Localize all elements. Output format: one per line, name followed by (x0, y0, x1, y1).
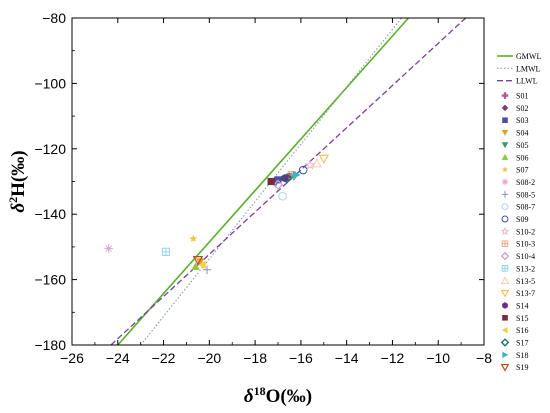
legend-marker-s01 (501, 92, 509, 99)
legend-label: S10-2 (516, 227, 535, 236)
legend-label: S03 (516, 116, 528, 125)
legend-marker-s05 (501, 142, 509, 149)
legend-label: S06 (516, 153, 528, 162)
point-s06-0 (191, 262, 200, 270)
legend-label: LLWL (516, 77, 538, 86)
legend-marker-s13-7 (500, 289, 510, 298)
legend-label: S13-2 (516, 264, 535, 273)
legend: GMWL LMWL LLWL S01 S02 S03 S04 S05 S06 S07 S08-2 S0… (497, 52, 541, 372)
point-s08-2-0 (104, 244, 113, 253)
legend-label: S13-7 (516, 289, 535, 298)
point-s13-5-0 (311, 158, 322, 168)
point-s07-0 (189, 234, 198, 243)
legend-label: S14 (516, 301, 528, 310)
legend-marker-s13-2 (501, 265, 509, 272)
x-tick-label: −12 (381, 350, 405, 366)
x-tick-label: −20 (197, 350, 221, 366)
legend-label: S08-7 (516, 203, 535, 212)
legend-marker-s10-2 (500, 226, 510, 236)
x-tick-label: −22 (152, 350, 176, 366)
plot-area (104, 18, 467, 345)
y-tick-label: −80 (42, 10, 66, 26)
point-s15-0 (267, 177, 275, 186)
point-s17-0 (282, 173, 293, 184)
y-tick-label: −160 (34, 272, 66, 288)
legend-marker-s08-2 (501, 178, 509, 186)
legend-marker-s03 (502, 117, 508, 124)
x-tick-label: −14 (335, 350, 359, 366)
legend-label: S16 (516, 326, 528, 335)
y-axis-title: δ2H(‰) (6, 150, 29, 212)
legend-label: S19 (516, 363, 528, 372)
legend-label: S13-5 (516, 277, 535, 286)
legend-label: S10-3 (516, 240, 535, 249)
y-tick-label: −100 (34, 75, 66, 91)
legend-label: S17 (516, 339, 528, 348)
data-points (104, 154, 329, 274)
legend-marker-s06 (501, 153, 509, 160)
legend-label: S02 (516, 104, 528, 113)
legend-label: S08-5 (516, 190, 535, 199)
legend-marker-s15 (502, 315, 508, 321)
point-s13-2-0 (161, 247, 170, 256)
point-s14-0 (281, 174, 289, 183)
legend-marker-s13-5 (500, 276, 510, 284)
x-tick-label: −16 (289, 350, 313, 366)
legend-label: S07 (516, 166, 528, 175)
legend-marker-s17 (500, 338, 510, 347)
legend-marker-s10-3 (501, 240, 509, 247)
line-gmwl (117, 18, 410, 345)
legend-label: S08-2 (516, 178, 535, 187)
point-s08-7-0 (278, 191, 287, 201)
legend-marker-s09 (501, 215, 509, 223)
x-tick-label: −26 (60, 350, 84, 366)
legend-marker-s16 (501, 326, 508, 334)
legend-label: GMWL (516, 52, 541, 61)
legend-marker-s19 (500, 363, 510, 372)
legend-marker-s08-7 (501, 203, 509, 211)
legend-marker-s08-5 (501, 191, 509, 198)
axes: −26 −24 −22 −20 −18 −16 −14 −12 −10 −8 −180 −160 −14… (34, 10, 492, 366)
legend-marker-s18 (502, 351, 509, 359)
x-tick-label: −24 (106, 350, 130, 366)
x-axis-title: δ18O(‰) (244, 384, 312, 407)
x-tick-label: −8 (476, 350, 492, 366)
legend-label: S05 (516, 141, 528, 150)
point-s04-0 (195, 258, 205, 266)
x-tick-label: −10 (426, 350, 450, 366)
x-tick-label: −18 (243, 350, 267, 366)
legend-label: S18 (516, 351, 528, 360)
legend-marker-s04 (501, 129, 509, 136)
y-tick-label: −180 (34, 337, 66, 353)
legend-marker-s10-4 (500, 251, 510, 261)
reference-lines (110, 18, 467, 345)
point-s13-7-0 (318, 154, 329, 165)
point-s19-0 (192, 256, 204, 266)
legend-label: LMWL (516, 64, 541, 73)
point-s10-2-0 (304, 159, 316, 170)
y-tick-label: −140 (34, 206, 66, 222)
point-s08-5-0 (202, 265, 212, 274)
legend-marker-s02 (501, 104, 509, 112)
legend-marker-s14 (502, 302, 508, 309)
legend-label: S10-4 (516, 252, 535, 261)
y-tick-label: −120 (34, 141, 66, 157)
legend-label: S09 (516, 215, 528, 224)
point-s10-4-0 (272, 179, 284, 190)
legend-marker-s07 (501, 166, 509, 173)
point-s18-0 (292, 170, 301, 180)
legend-label: S15 (516, 314, 528, 323)
point-s09-0 (298, 165, 308, 175)
legend-label: S01 (516, 92, 528, 101)
point-s16-0 (198, 260, 206, 270)
legend-label: S04 (516, 129, 528, 138)
